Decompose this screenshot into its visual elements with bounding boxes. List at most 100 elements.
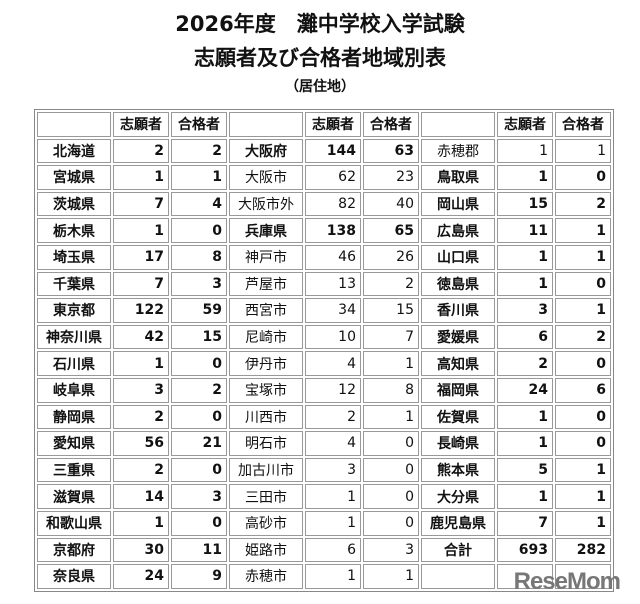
region-name-cell: 神奈川県 xyxy=(37,324,111,350)
passers-cell: 2 xyxy=(555,191,611,217)
applicants-cell: 24 xyxy=(113,564,169,589)
passers-cell: 40 xyxy=(363,191,419,217)
region-name-cell: 三重県 xyxy=(37,457,111,483)
passers-cell: 0 xyxy=(171,218,227,243)
passers-cell: 1 xyxy=(555,244,611,270)
passers-cell: 3 xyxy=(363,537,419,563)
passers-cell: 0 xyxy=(363,484,419,509)
region-name-cell: 宮城県 xyxy=(37,165,111,190)
title-line-1: 2026年度 灘中学校入学試験 xyxy=(175,12,465,36)
passers-cell: 1 xyxy=(555,457,611,483)
region-name-cell: 高知県 xyxy=(421,351,495,376)
applicants-cell: 46 xyxy=(305,244,361,270)
passers-cell: 15 xyxy=(171,324,227,350)
table-row: 岐阜県 3 2 宝塚市 12 8 福岡県 24 6 xyxy=(37,377,611,403)
passers-cell: 59 xyxy=(171,298,227,323)
table-row: 滋賀県 14 3 三田市 1 0 大分県 1 1 xyxy=(37,484,611,509)
region-name-cell: 長崎県 xyxy=(421,431,495,456)
header-cell: 志願者 xyxy=(497,112,553,137)
region-name-cell: 明石市 xyxy=(229,431,303,456)
applicants-cell: 10 xyxy=(305,324,361,350)
passers-cell: 2 xyxy=(171,138,227,164)
applicants-cell: 5 xyxy=(497,457,553,483)
passers-cell: 1 xyxy=(555,218,611,243)
applicants-cell: 7 xyxy=(113,191,169,217)
header-cell: 合格者 xyxy=(363,112,419,137)
table-row: 東京都 122 59 西宮市 34 15 香川県 3 1 xyxy=(37,298,611,323)
passers-cell: 1 xyxy=(555,298,611,323)
passers-cell: 0 xyxy=(171,510,227,536)
applicants-cell: 82 xyxy=(305,191,361,217)
header-cell xyxy=(421,112,495,137)
passers-cell: 0 xyxy=(555,431,611,456)
region-name-cell: 鹿児島県 xyxy=(421,510,495,536)
applicants-cell: 1 xyxy=(497,484,553,509)
region-name-cell: 三田市 xyxy=(229,484,303,509)
region-name-cell: 東京都 xyxy=(37,298,111,323)
passers-cell: 0 xyxy=(363,431,419,456)
passers-cell: 0 xyxy=(171,457,227,483)
passers-cell: 3 xyxy=(171,484,227,509)
passers-cell: 63 xyxy=(363,138,419,164)
table-row: 和歌山県 1 0 高砂市 1 0 鹿児島県 7 1 xyxy=(37,510,611,536)
title-line-3: （居住地） xyxy=(285,79,355,95)
applicants-cell: 2 xyxy=(305,404,361,430)
header-cell xyxy=(37,112,111,137)
applicants-cell: 122 xyxy=(113,298,169,323)
header-cell: 志願者 xyxy=(305,112,361,137)
passers-cell: 8 xyxy=(171,244,227,270)
applicants-cell: 1 xyxy=(497,165,553,190)
region-name-cell: 埼玉県 xyxy=(37,244,111,270)
table-row: 京都府 30 11 姫路市 6 3 合計 693 282 xyxy=(37,537,611,563)
region-name-cell xyxy=(421,564,495,589)
applicants-cell: 1 xyxy=(305,510,361,536)
table-row: 石川県 1 0 伊丹市 4 1 高知県 2 0 xyxy=(37,351,611,376)
table-row: 愛知県 56 21 明石市 4 0 長崎県 1 0 xyxy=(37,431,611,456)
applicants-cell: 56 xyxy=(113,431,169,456)
applicants-cell: 34 xyxy=(305,298,361,323)
applicants-cell: 6 xyxy=(497,324,553,350)
region-name-cell: 和歌山県 xyxy=(37,510,111,536)
passers-cell: 2 xyxy=(171,377,227,403)
applicants-by-region-table: 志願者 合格者 志願者 合格者 志願者 合格者 北海道 2 2 大阪府 144 63 赤穂郡… xyxy=(34,109,614,592)
region-name-cell: 伊丹市 xyxy=(229,351,303,376)
applicants-cell: 30 xyxy=(113,537,169,563)
region-name-cell: 岡山県 xyxy=(421,191,495,217)
region-name-cell: 大分県 xyxy=(421,484,495,509)
applicants-cell: 62 xyxy=(305,165,361,190)
passers-cell: 2 xyxy=(363,271,419,297)
passers-cell: 23 xyxy=(363,165,419,190)
passers-cell: 282 xyxy=(555,537,611,563)
applicants-cell: 4 xyxy=(305,351,361,376)
applicants-cell: 6 xyxy=(305,537,361,563)
passers-cell: 6 xyxy=(555,377,611,403)
applicants-cell: 1 xyxy=(113,351,169,376)
region-name-cell: 岐阜県 xyxy=(37,377,111,403)
region-name-cell: 芦屋市 xyxy=(229,271,303,297)
passers-cell: 0 xyxy=(171,404,227,430)
applicants-cell: 1 xyxy=(113,218,169,243)
passers-cell: 26 xyxy=(363,244,419,270)
region-name-cell: 徳島県 xyxy=(421,271,495,297)
passers-cell: 1 xyxy=(171,165,227,190)
passers-cell: 65 xyxy=(363,218,419,243)
table-row: 栃木県 1 0 兵庫県 138 65 広島県 11 1 xyxy=(37,218,611,243)
applicants-cell: 1 xyxy=(305,564,361,589)
region-name-cell: 静岡県 xyxy=(37,404,111,430)
passers-cell xyxy=(555,564,611,589)
table-row: 三重県 2 0 加古川市 3 0 熊本県 5 1 xyxy=(37,457,611,483)
table-row: 宮城県 1 1 大阪市 62 23 鳥取県 1 0 xyxy=(37,165,611,190)
region-name-cell: 大阪府 xyxy=(229,138,303,164)
applicants-cell: 2 xyxy=(113,404,169,430)
applicants-cell: 1 xyxy=(113,165,169,190)
passers-cell: 1 xyxy=(555,138,611,164)
region-name-cell: 大阪市 xyxy=(229,165,303,190)
applicants-cell: 138 xyxy=(305,218,361,243)
applicants-cell: 13 xyxy=(305,271,361,297)
region-name-cell: 神戸市 xyxy=(229,244,303,270)
passers-cell: 0 xyxy=(555,271,611,297)
region-name-cell: 赤穂市 xyxy=(229,564,303,589)
region-name-cell: 北海道 xyxy=(37,138,111,164)
passers-cell: 1 xyxy=(363,404,419,430)
table-row: 奈良県 24 9 赤穂市 1 1 xyxy=(37,564,611,589)
